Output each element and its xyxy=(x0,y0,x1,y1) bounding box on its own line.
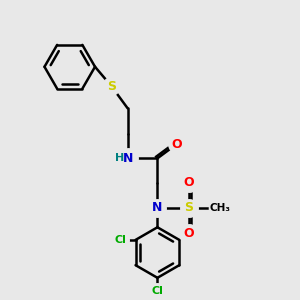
Text: O: O xyxy=(183,227,194,240)
Text: N: N xyxy=(122,152,133,165)
Text: O: O xyxy=(171,138,182,151)
Text: N: N xyxy=(152,202,163,214)
Text: Cl: Cl xyxy=(152,286,164,296)
Text: O: O xyxy=(183,176,194,189)
Text: H: H xyxy=(115,153,124,163)
Text: CH₃: CH₃ xyxy=(209,203,230,213)
Text: Cl: Cl xyxy=(115,235,127,245)
Text: S: S xyxy=(107,80,116,93)
Text: S: S xyxy=(184,202,193,214)
